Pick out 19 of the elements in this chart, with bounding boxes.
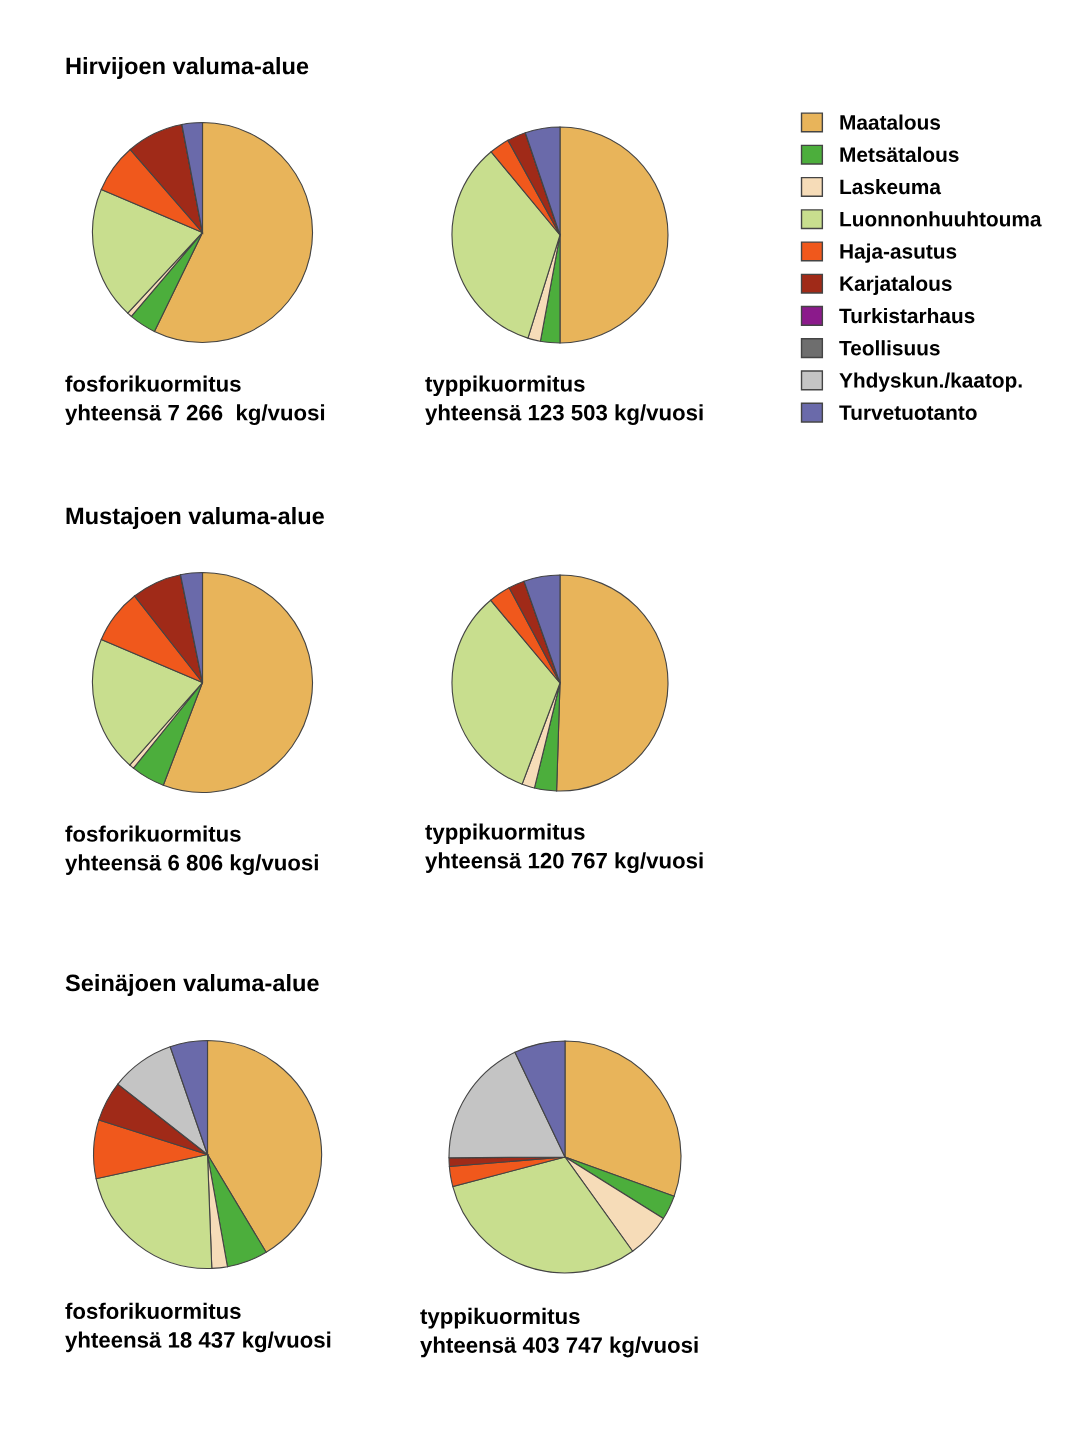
legend-label: Turvetuotanto (839, 405, 977, 420)
legend-label: Turkistarhaus (839, 307, 975, 324)
text: typpikuormitus yhteensä 123 503 kg/vuosi (425, 375, 703, 425)
legend-label: Metsätalous (840, 146, 959, 163)
text: fosforikuormitus yhteensä 18 437 kg/vuosi (65, 1302, 331, 1353)
chart-title: Hirvijoen valuma-alue (66, 57, 309, 80)
legend-label: Laskeuma (840, 178, 942, 195)
text: typpikuormitus yhteensä 120 767 kg/vuosi (425, 823, 703, 873)
legend-label: Haja-asutus (840, 243, 957, 263)
text: fosforikuormitus yhteensä 7 266 kg/vuosi (65, 375, 325, 426)
chart-title: Seinäjoen valuma-alue (65, 974, 319, 997)
legend-label: Karjatalous (840, 275, 952, 296)
text: typpikuormitus yhteensä 403 747 kg/vuosi (420, 1307, 698, 1358)
legend-label: Teollisuus (839, 340, 940, 356)
legend-label: Maatalous (840, 114, 941, 130)
legend-label: Yhdyskun./kaatop. (839, 372, 1022, 392)
chart-title: Mustajoen valuma-alue (66, 507, 324, 530)
text: fosforikuormitus yhteensä 6 806 kg/vuosi (65, 825, 318, 876)
legend-label: Luonnonhuuhtouma (840, 211, 1042, 227)
